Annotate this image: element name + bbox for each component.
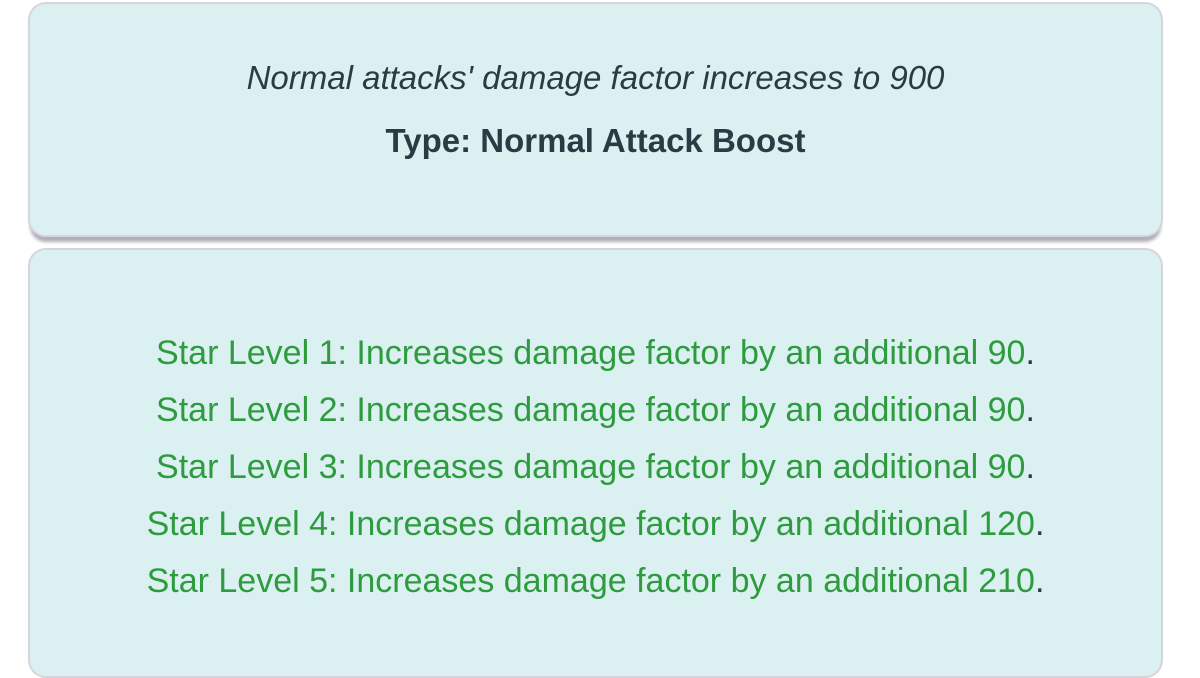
star-level-4-text: Star Level 4: Increases damage factor by… [146, 505, 1035, 543]
star-level-1-period: . [1025, 334, 1035, 372]
skill-type-label: Type: Normal Attack Boost [385, 122, 806, 159]
star-level-2-line: Star Level 2: Increases damage factor by… [30, 382, 1161, 439]
star-level-4-line: Star Level 4: Increases damage factor by… [30, 496, 1161, 553]
star-level-1-text: Star Level 1: Increases damage factor by… [156, 334, 1026, 372]
skill-summary-card: Normal attacks' damage factor increases … [28, 2, 1163, 237]
star-level-5-period: . [1034, 562, 1045, 600]
star-level-5-text: Star Level 5: Increases damage factor by… [146, 562, 1035, 600]
star-level-3-text: Star Level 3: Increases damage factor by… [156, 448, 1026, 486]
page: { "colors": { "page_background": "#fffff… [28, 2, 1163, 678]
star-level-3-line: Star Level 3: Increases damage factor by… [30, 439, 1161, 496]
star-level-4-period: . [1034, 505, 1045, 543]
star-level-1-line: Star Level 1: Increases damage factor by… [30, 325, 1161, 382]
star-levels-card: Star Level 1: Increases damage factor by… [28, 248, 1163, 678]
star-level-2-text: Star Level 2: Increases damage factor by… [156, 391, 1026, 429]
skill-description: Normal attacks' damage factor increases … [246, 59, 945, 96]
star-level-2-period: . [1025, 391, 1035, 429]
star-level-3-period: . [1025, 448, 1035, 486]
star-level-5-line: Star Level 5: Increases damage factor by… [30, 553, 1161, 610]
